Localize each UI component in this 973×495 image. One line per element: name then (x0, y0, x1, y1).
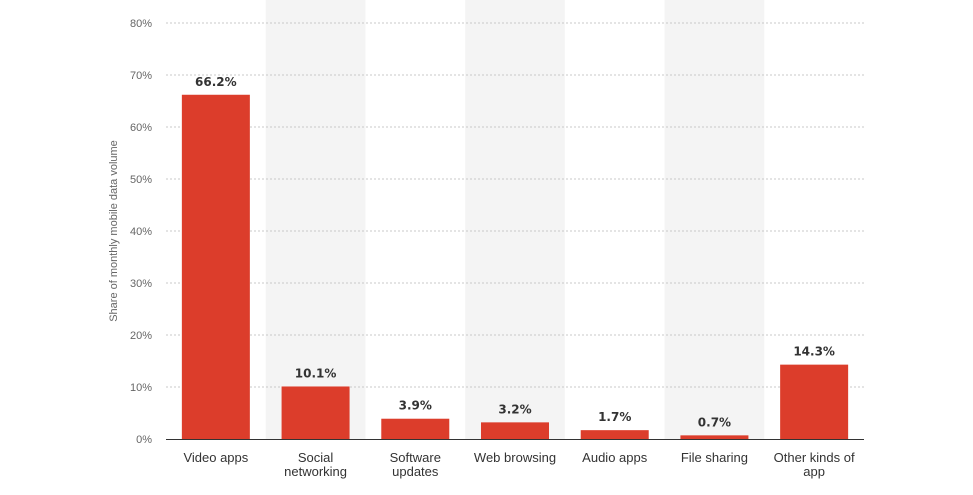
y-tick-label: 40% (130, 226, 152, 238)
x-tick-label: Video apps (183, 450, 248, 465)
x-tick-label: Social networking (284, 450, 347, 479)
y-axis-ticks: 0% 10% 20% 30% 40% 50% 60% 70% 80% (130, 18, 152, 446)
background-band (265, 0, 366, 439)
x-tick-label: Software updates (390, 450, 441, 479)
bar (181, 94, 250, 439)
y-tick-label: 80% (130, 18, 152, 30)
x-tick-label: Other kinds of app (774, 450, 855, 479)
y-tick-label: 10% (130, 382, 152, 394)
background-band (465, 0, 565, 439)
data-label: 66.2% (195, 75, 237, 89)
alternating-bands (265, 0, 765, 439)
background-band (664, 0, 765, 439)
y-tick-label: 60% (130, 122, 152, 134)
data-label: 1.7% (598, 410, 631, 424)
bar (381, 418, 450, 439)
x-tick-label: Audio apps (582, 450, 648, 465)
bar (281, 386, 350, 439)
data-label: 0.7% (698, 415, 731, 429)
bars (181, 94, 849, 439)
x-tick-label: File sharing (681, 450, 748, 465)
x-axis-labels: Video apps Social networking Software update… (183, 450, 855, 479)
y-tick-label: 0% (136, 434, 152, 446)
x-tick-label: Web browsing (474, 450, 556, 465)
bar (680, 435, 749, 439)
bar (580, 430, 649, 439)
bar (780, 364, 849, 439)
value-labels: 66.2% 10.1% 3.9% 3.2% 1.7% 0.7% 14.3% (195, 75, 835, 430)
bar (481, 422, 549, 439)
data-label: 3.9% (399, 399, 432, 413)
data-label: 3.2% (498, 402, 531, 416)
y-tick-label: 50% (130, 174, 152, 186)
y-axis-label: Share of monthly mobile data volume (108, 140, 120, 322)
data-label: 10.1% (295, 366, 337, 380)
data-label: 14.3% (793, 345, 835, 359)
y-tick-label: 70% (130, 70, 152, 82)
y-tick-label: 30% (130, 278, 152, 290)
y-tick-label: 20% (130, 330, 152, 342)
